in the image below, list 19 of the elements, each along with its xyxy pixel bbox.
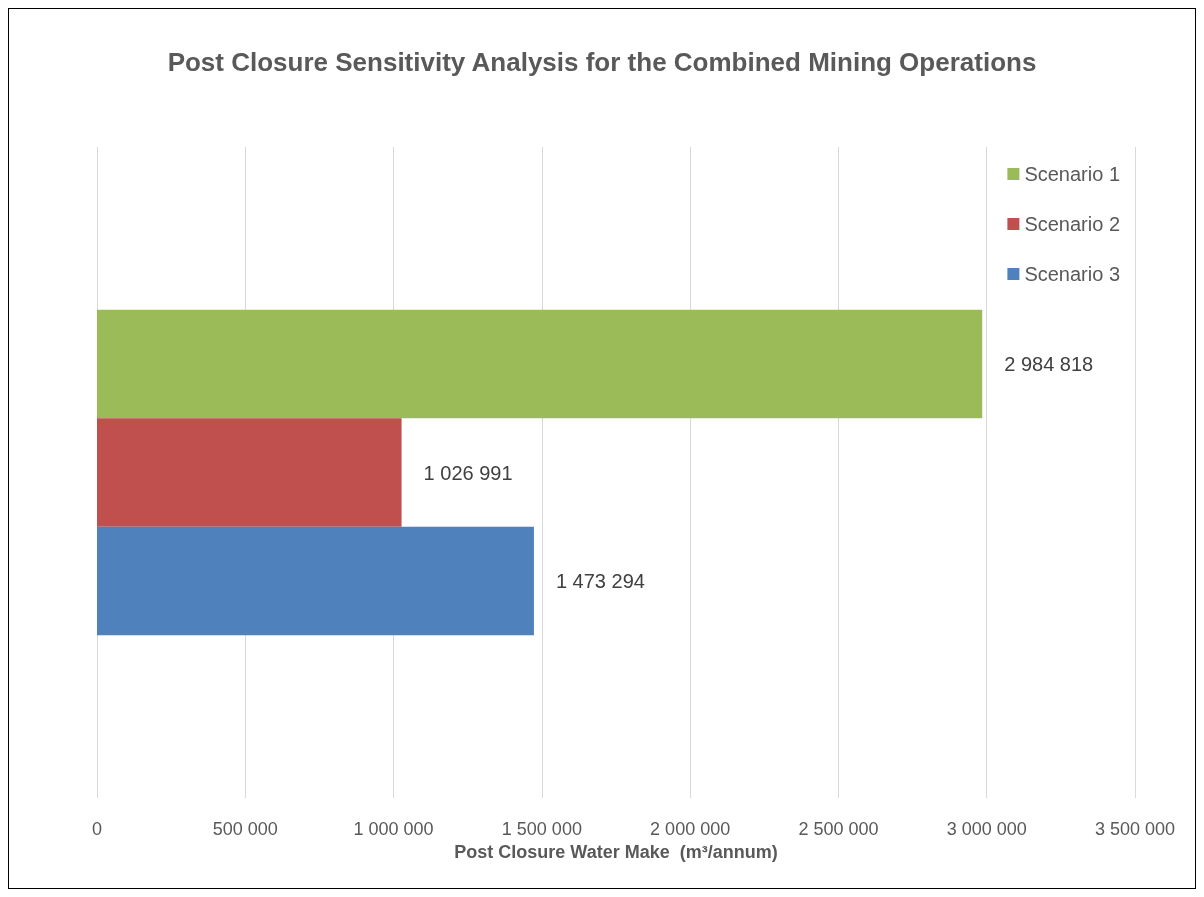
legend-label: Scenario 3 (1024, 263, 1121, 285)
bar (97, 309, 983, 419)
x-tick-label: 2 500 000 (798, 819, 879, 839)
legend-label: Scenario 2 (1024, 213, 1121, 235)
x-tick-label: 500 000 (212, 819, 278, 839)
bar (97, 418, 402, 527)
x-tick-label: 3 500 000 (1094, 819, 1176, 839)
data-label: 1 473 294 (555, 570, 645, 592)
bar (97, 526, 534, 636)
legend-label: Scenario 1 (1024, 163, 1121, 185)
data-label: 2 984 818 (1004, 353, 1094, 375)
x-tick-label: 2 000 000 (650, 819, 731, 839)
data-label: 1 026 991 (423, 461, 513, 484)
x-tick-label: 1 500 000 (501, 819, 582, 839)
x-tick-label: 1 000 000 (353, 819, 434, 839)
chart-title: Post Closure Sensitivity Analysis for the Combined Mining Operations (167, 47, 1037, 77)
x-tick-label: 3 000 000 (946, 819, 1027, 839)
x-tick-label: 0 (91, 819, 103, 839)
x-axis-title: Post Closure Water Make (m³/annum) (454, 842, 778, 862)
